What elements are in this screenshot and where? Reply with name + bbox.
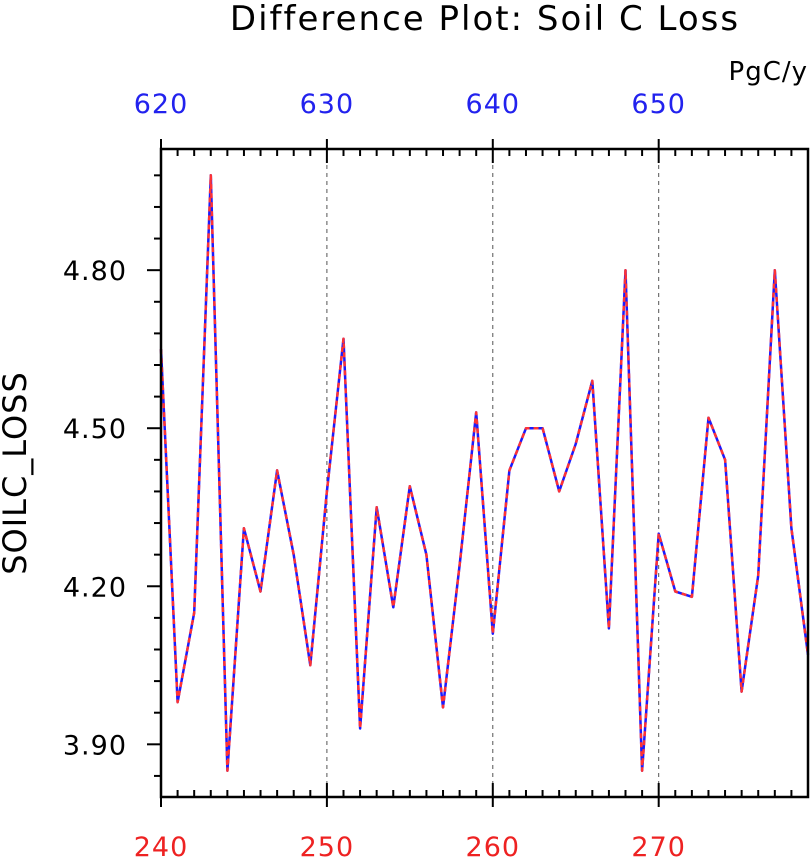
grid <box>326 149 660 797</box>
x-tick-label-bottom: 250 <box>300 832 355 858</box>
y-tick-label: 4.50 <box>63 414 127 445</box>
y-tick-label: 4.80 <box>63 256 127 287</box>
tick-labels: 3.90 4.20 4.50 4.80 240 250 260 270 620 630 640 650 <box>63 89 686 858</box>
y-tick-label: 4.20 <box>63 572 127 603</box>
y-axis-label: SOILC_LOSS <box>0 371 34 575</box>
axis-ticks <box>147 139 809 807</box>
x-tick-label-bottom: 240 <box>134 832 189 858</box>
plot-frame <box>159 147 810 799</box>
x-tick-label-top: 620 <box>134 89 189 120</box>
x-tick-label-top: 640 <box>466 89 521 120</box>
chart-title: Difference Plot: Soil C Loss <box>230 0 740 39</box>
series-line-secondary <box>159 174 810 772</box>
x-tick-label-bottom: 270 <box>631 832 686 858</box>
x-tick-label-top: 630 <box>300 89 355 120</box>
x-tick-label-bottom: 260 <box>466 832 521 858</box>
units-label: PgC/y <box>729 57 808 87</box>
x-tick-label-top: 650 <box>631 89 686 120</box>
y-tick-label: 3.90 <box>63 730 127 761</box>
series-group <box>159 174 810 772</box>
series-line-primary <box>159 174 810 772</box>
